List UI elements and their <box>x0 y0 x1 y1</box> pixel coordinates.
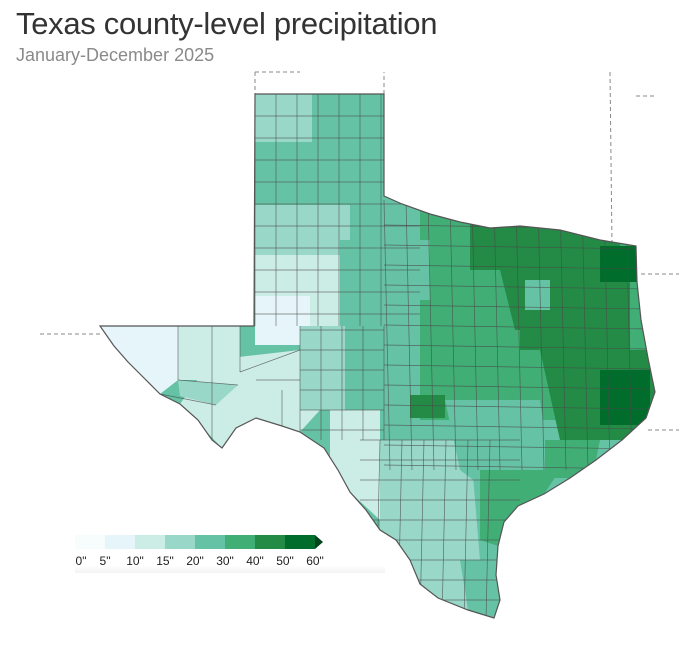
legend-swatch <box>285 535 315 549</box>
county-boundary <box>603 199 611 471</box>
precipitation-region <box>100 326 178 394</box>
precipitation-region <box>470 330 520 380</box>
neighbor-state-borders <box>40 71 679 431</box>
county-boundary <box>383 264 651 270</box>
legend-label: 30" <box>216 554 234 568</box>
precipitation-region <box>300 326 345 410</box>
legend-label: 5" <box>99 554 111 568</box>
county-boundary <box>383 384 651 390</box>
legend-label: 15" <box>156 554 174 568</box>
precipitation-legend: 0" 5" 10" 15" 20" 30" 40" 50" 60" <box>75 535 385 573</box>
county-boundary <box>441 439 447 618</box>
page-subtitle: January-December 2025 <box>16 45 215 65</box>
county-boundary <box>383 304 651 310</box>
county-boundary <box>383 344 651 350</box>
legend-arrow <box>315 535 323 549</box>
legend-label: 10" <box>126 554 144 568</box>
legend-label: 50" <box>276 554 294 568</box>
county-boundary <box>383 284 651 290</box>
county-boundary <box>383 364 651 370</box>
legend-swatch <box>75 535 105 549</box>
precipitation-region <box>460 560 500 618</box>
county-boundary <box>559 199 567 471</box>
county-boundary <box>493 199 501 471</box>
county-boundary <box>581 199 589 471</box>
precipitation-region <box>330 410 380 520</box>
legend-swatch <box>225 535 255 549</box>
precipitation-region <box>400 560 470 610</box>
legend-swatch <box>105 535 135 549</box>
precipitation-region <box>178 380 238 405</box>
legend-label: 20" <box>186 554 204 568</box>
county-boundary <box>383 444 651 450</box>
county-boundary <box>537 199 545 471</box>
legend-label: 60" <box>306 554 324 568</box>
county-boundary <box>159 393 217 406</box>
county-boundary <box>427 199 435 471</box>
legend-swatch <box>195 535 225 549</box>
legend-labels: 0" 5" 10" 15" 20" 30" 40" 50" 60" <box>75 554 385 568</box>
legend-swatch <box>255 535 285 549</box>
county-boundary <box>383 404 651 410</box>
precipitation-region <box>255 94 312 142</box>
precipitation-region <box>255 296 310 345</box>
legend-swatch <box>135 535 165 549</box>
precipitation-region <box>255 205 350 260</box>
legend-label: 40" <box>246 554 264 568</box>
precipitation-region <box>180 350 320 448</box>
precipitation-region <box>545 440 600 478</box>
precipitation-region <box>470 222 620 270</box>
county-boundary <box>383 324 651 330</box>
county-boundary <box>383 424 651 430</box>
precipitation-region <box>480 470 560 546</box>
county-boundary <box>471 199 479 471</box>
legend-swatch <box>165 535 195 549</box>
county-boundary <box>177 379 239 386</box>
legend-label: 0" <box>75 554 87 568</box>
county-boundary <box>463 439 469 618</box>
legend-color-bar <box>75 535 323 549</box>
county-boundary <box>485 439 491 618</box>
state-border-line <box>609 71 613 247</box>
county-boundary <box>449 199 457 471</box>
page-title: Texas county-level precipitation <box>16 6 438 41</box>
county-boundary <box>239 349 301 373</box>
county-boundary <box>383 244 651 250</box>
precipitation-region <box>410 395 445 418</box>
county-boundary <box>515 199 523 471</box>
precipitation-region <box>525 280 550 310</box>
precipitation-region <box>380 440 480 584</box>
precipitation-region <box>600 370 650 425</box>
